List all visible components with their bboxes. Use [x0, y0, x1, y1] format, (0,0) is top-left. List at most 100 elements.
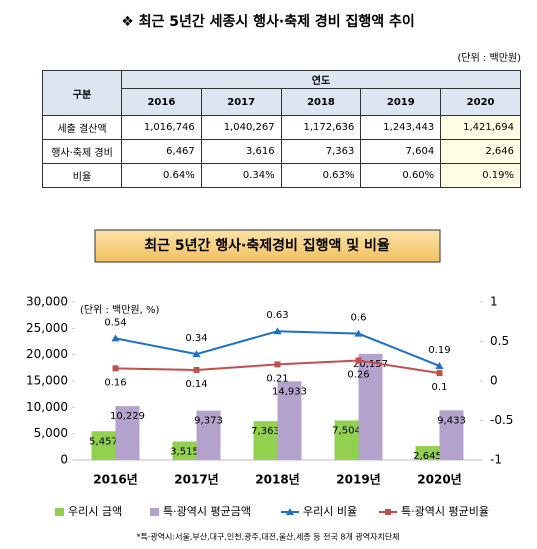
- point-label: 0.14: [185, 379, 207, 390]
- table-cell: 0.63%: [280, 163, 362, 188]
- marker: [355, 357, 362, 364]
- annotation: (단위 : 백만원, %): [80, 303, 159, 316]
- point-label: 0.16: [104, 377, 126, 388]
- x-tick-label: 2019년: [336, 473, 380, 487]
- marker: [193, 366, 200, 373]
- y2-tick-label: 0: [490, 374, 498, 388]
- y-tick-label: 5,000: [34, 426, 68, 440]
- data-table: 구분 연도 2016 2017 2018 2019 2020 세출 결산액 1,016,746 1…: [42, 70, 521, 188]
- legend-label: 특·광역시 평균금액: [163, 505, 251, 518]
- legend-marker: [385, 509, 391, 515]
- table-cell: 1,016,746: [121, 115, 202, 140]
- legend-swatch: [150, 508, 159, 516]
- bar-label: 9,373: [194, 416, 223, 427]
- bar-label: 14,933: [272, 386, 307, 397]
- point-label: 0.34: [185, 333, 207, 344]
- y2-tick-label: 1: [490, 295, 498, 309]
- point-label: 0.1: [432, 382, 448, 393]
- y-tick-label: 15,000: [26, 374, 68, 388]
- bar: [172, 441, 197, 460]
- bar-label: 3,515: [170, 446, 199, 457]
- marker: [354, 329, 363, 337]
- table-cell: 1,421,694: [440, 115, 521, 140]
- y2-tick-label: -1: [490, 453, 502, 467]
- bar-label: 7,504: [332, 425, 361, 436]
- header-row: 2016 2017 2018 2019 2020: [43, 88, 521, 116]
- legend-marker: [286, 508, 294, 515]
- y-tick-label: 20,000: [26, 347, 68, 361]
- marker: [111, 334, 120, 342]
- unit-note: (단위 : 백만원): [457, 51, 521, 64]
- bar: [439, 410, 464, 460]
- line: [115, 330, 440, 367]
- table-row: 세출 결산액 1,016,746 1,040,267 1,172,636 1,243,4…: [42, 115, 521, 140]
- chart-title-box: [94, 229, 441, 263]
- table-cell: 3,616: [200, 139, 282, 164]
- table-cell: 1,172,636: [280, 115, 362, 140]
- point-label: 0.6: [351, 313, 367, 324]
- table-row: 비율 0.64% 0.34% 0.63% 0.60% 0.19%: [42, 163, 521, 188]
- x-tick-label: 2018년: [255, 473, 299, 487]
- table-cell: 1,040,267: [200, 115, 282, 140]
- marker: [436, 370, 443, 377]
- bar: [334, 420, 359, 460]
- marker: [273, 327, 282, 335]
- bar: [91, 431, 116, 460]
- table-cell: 1,243,443: [360, 115, 442, 140]
- table-cell: 세출 결산액: [42, 115, 122, 140]
- bar-label: 5,457: [89, 436, 118, 447]
- header-row: 구분 연도: [42, 70, 521, 116]
- page-title: ❖ 최근 5년간 세종시 행사·축제 경비 집행액 추이: [121, 13, 415, 30]
- table-cell: 비율: [42, 163, 122, 188]
- bar-label: 20,157: [353, 359, 388, 370]
- table-cell: 0.34%: [200, 163, 282, 188]
- legend-label: 우리시 금액: [68, 505, 122, 518]
- point-label: 0.54: [104, 317, 126, 328]
- y-tick-label: 30,000: [26, 295, 68, 309]
- table-row: 행사·축제 경비 6,467 3,616 7,363 7,604 2,646: [42, 139, 521, 164]
- marker: [112, 365, 119, 372]
- y2-tick-label: -0.5: [490, 413, 513, 427]
- bar: [115, 406, 140, 460]
- y-tick-label: 0: [60, 453, 68, 467]
- point-label: 0.21: [266, 373, 288, 384]
- table-cell: 2,646: [440, 139, 521, 164]
- marker: [192, 350, 201, 358]
- bar: [253, 421, 278, 460]
- year-cell: 2016: [121, 88, 202, 116]
- x-tick-label: 2020년: [417, 473, 461, 487]
- footnote: *특·광역시:서울,부산,대구,인천,광주,대전,울산,세종 등 전국 8개 광…: [136, 532, 399, 542]
- legend-swatch: [55, 508, 64, 516]
- header-cell: 연도: [121, 70, 521, 89]
- table-cell: 0.64%: [121, 163, 202, 188]
- x-tick-label: 2016년: [93, 473, 137, 487]
- year-cell: 2020: [440, 88, 521, 116]
- bar-label: 10,229: [110, 411, 145, 422]
- bar: [358, 353, 383, 460]
- marker: [274, 361, 281, 368]
- bar: [196, 410, 221, 460]
- bar-label: 9,433: [437, 415, 466, 426]
- year-cell: 2017: [200, 88, 282, 116]
- table-cell: 7,363: [280, 139, 362, 164]
- y2-tick-label: 0.5: [490, 334, 509, 348]
- table-cell: 행사·축제 경비: [42, 139, 122, 164]
- bar: [277, 381, 302, 460]
- table-cell: 7,604: [360, 139, 442, 164]
- year-cell: 2019: [360, 88, 442, 116]
- legend-label: 특·광역시 평균비율: [401, 505, 489, 518]
- marker: [435, 361, 444, 369]
- y-tick-label: 25,000: [26, 321, 68, 335]
- point-label: 0.63: [266, 310, 288, 321]
- bar: [415, 446, 440, 460]
- table-cell: 0.60%: [360, 163, 442, 188]
- table-cell: 6,467: [121, 139, 202, 164]
- point-label: 0.19: [428, 345, 450, 356]
- y-tick-label: 10,000: [26, 400, 68, 414]
- table-cell: 0.19%: [440, 163, 521, 188]
- year-cell: 2018: [280, 88, 362, 116]
- bar-label: 7,363: [251, 426, 280, 437]
- chart-title: 최근 5년간 행사·축제경비 집행액 및 비율: [144, 237, 390, 254]
